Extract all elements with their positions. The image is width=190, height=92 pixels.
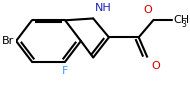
Text: NH: NH (95, 3, 112, 13)
Text: O: O (143, 5, 152, 15)
Text: Br: Br (2, 36, 14, 46)
Text: O: O (152, 61, 161, 71)
Text: CH: CH (173, 15, 190, 25)
Text: F: F (62, 66, 68, 76)
Text: 3: 3 (181, 20, 186, 29)
